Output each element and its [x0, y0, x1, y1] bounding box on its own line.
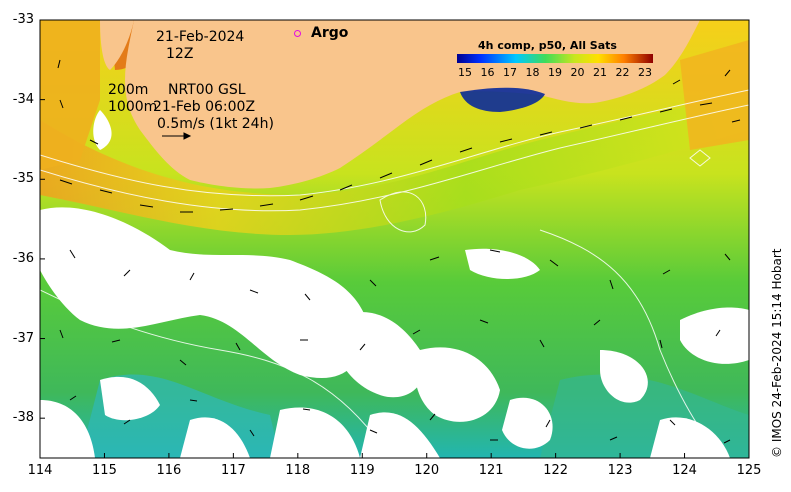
- x-tick-label: 125: [736, 463, 762, 478]
- argo-legend-label: Argo: [311, 25, 349, 41]
- y-tick-label: -35: [12, 171, 34, 187]
- model-time: 21-Feb 06:00Z: [153, 99, 256, 115]
- x-tick-label: 123: [607, 463, 633, 478]
- depth-contour-label-1000: 1000m: [108, 99, 158, 115]
- x-tick-label: 116: [156, 463, 182, 478]
- colorbar-tick-label: 21: [593, 66, 607, 79]
- y-tick-label: -34: [12, 91, 34, 107]
- map-date: 21-Feb-2024: [156, 29, 245, 45]
- colorbar-tick-label: 16: [480, 66, 495, 79]
- y-tick-label: -33: [12, 12, 34, 27]
- depth-contour-label-200: 200m: [108, 82, 149, 98]
- y-tick-label: -37: [12, 330, 34, 346]
- colorbar-tick-label: 22: [615, 66, 630, 79]
- x-tick-label: 115: [92, 463, 117, 478]
- x-tick-label: 124: [672, 463, 697, 478]
- scale-label: 0.5m/s (1kt 24h): [157, 116, 274, 132]
- colorbar: [457, 54, 653, 63]
- colorbar-tick-label: 20: [570, 66, 585, 79]
- x-tick-label: 122: [543, 463, 569, 478]
- x-tick-label: 121: [478, 463, 504, 478]
- colorbar-tick-label: 19: [548, 66, 562, 79]
- x-tick-label: 119: [349, 463, 375, 478]
- model-label: NRT00 GSL: [168, 82, 246, 98]
- colorbar-tick-label: 15: [458, 66, 472, 79]
- colorbar-tick-label: 18: [525, 66, 540, 79]
- x-tick-label: 120: [414, 463, 440, 478]
- colorbar-title: 4h comp, p50, All Sats: [478, 39, 617, 52]
- colorbar-tick-label: 17: [503, 66, 517, 79]
- y-tick-label: -38: [12, 410, 34, 426]
- argo-marker-icon: [294, 30, 301, 37]
- colorbar-tick-label: 23: [638, 66, 652, 79]
- credit-text: © IMOS 24-Feb-2024 15:14 Hobart: [770, 248, 784, 458]
- x-tick-label: 117: [220, 463, 246, 478]
- y-tick-label: -36: [12, 250, 34, 266]
- x-tick-label: 114: [27, 463, 53, 478]
- x-tick-label: 118: [285, 463, 311, 478]
- map-time: 12Z: [166, 46, 194, 62]
